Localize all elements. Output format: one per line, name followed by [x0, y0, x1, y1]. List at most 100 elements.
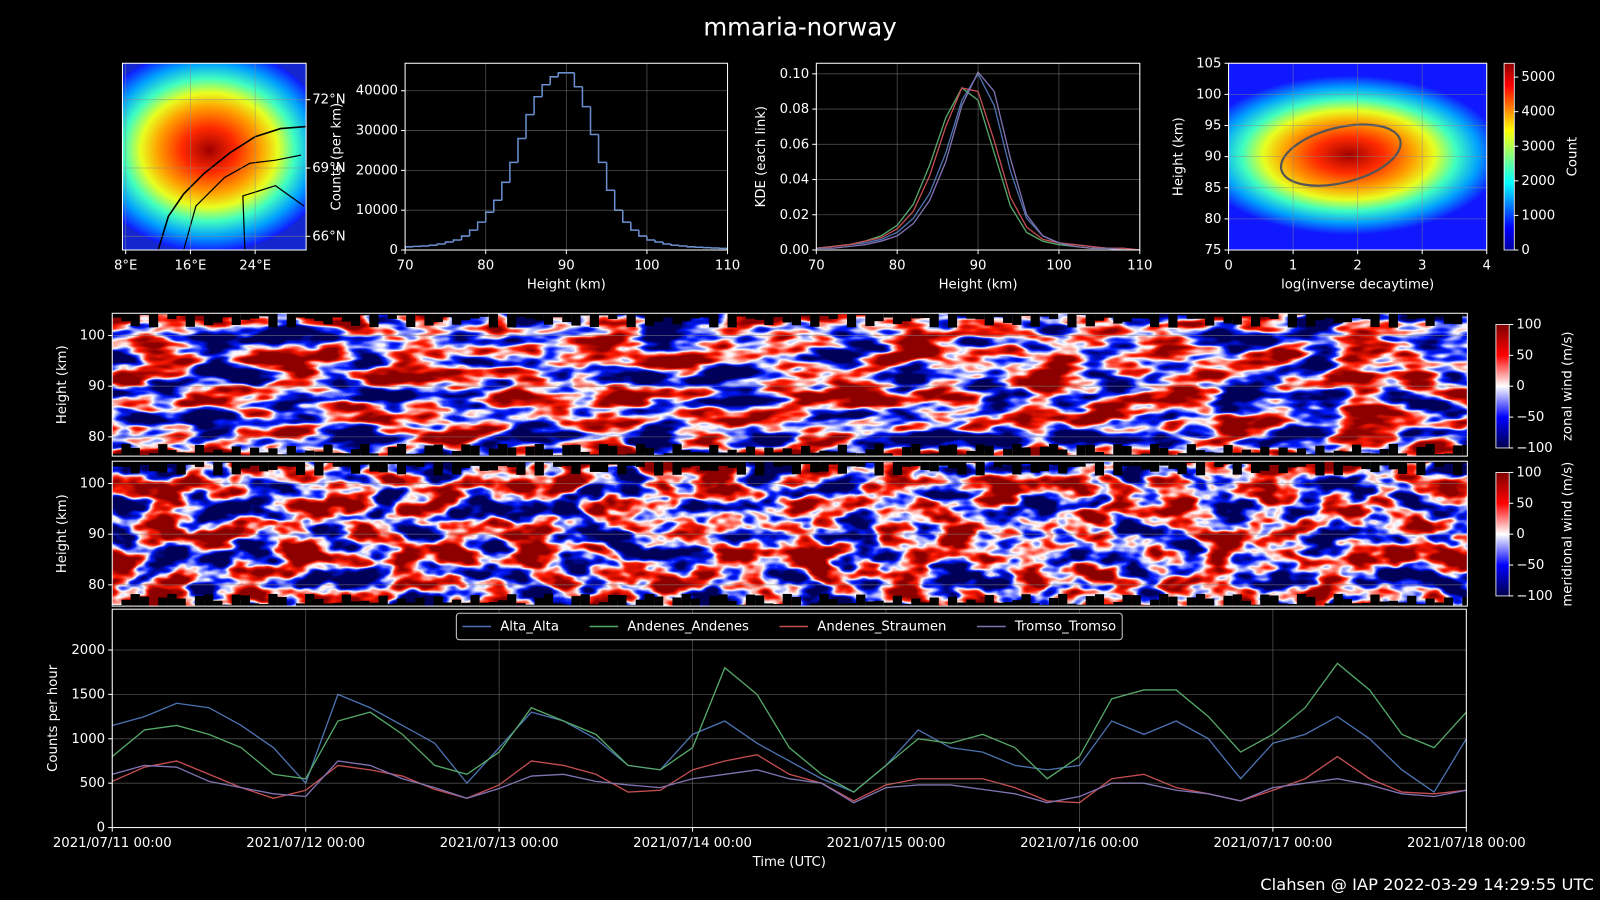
- no-data: [681, 593, 691, 607]
- no-data: [1397, 453, 1408, 457]
- no-data: [314, 451, 324, 457]
- no-data: [1251, 313, 1261, 327]
- x-tick-label: 1: [1289, 258, 1297, 273]
- no-data: [801, 313, 811, 316]
- y-tick-label: 90: [1205, 150, 1222, 165]
- no-data: [1223, 595, 1233, 607]
- no-data: [865, 461, 875, 463]
- no-data: [121, 313, 131, 322]
- no-data: [773, 313, 783, 318]
- no-data: [1003, 313, 1013, 323]
- no-data: [268, 593, 278, 607]
- no-data: [1251, 461, 1261, 474]
- no-data: [1306, 313, 1316, 327]
- no-data: [1168, 596, 1178, 607]
- no-data: [929, 597, 939, 607]
- no-data: [1076, 604, 1086, 607]
- no-data: [231, 461, 241, 475]
- no-data: [1122, 461, 1132, 467]
- no-data: [452, 599, 462, 607]
- no-data: [130, 313, 140, 327]
- no-data: [580, 451, 590, 457]
- no-data: [589, 604, 599, 607]
- no-data: [1186, 313, 1196, 319]
- no-data: [277, 454, 287, 457]
- no-data: [589, 461, 599, 472]
- no-data: [1232, 452, 1242, 457]
- no-data: [194, 461, 205, 467]
- x-tick-label: 4: [1483, 258, 1491, 273]
- no-data: [1352, 603, 1362, 607]
- no-data: [1241, 461, 1252, 464]
- no-data: [387, 313, 397, 319]
- no-data: [773, 461, 783, 467]
- x-axis-label: Height (km): [939, 278, 1018, 293]
- no-data: [1462, 596, 1468, 607]
- y-tick-label: 0.10: [780, 67, 810, 82]
- colorbar: [1503, 62, 1515, 251]
- x-tick-label: 2021/07/16 00:00: [1020, 836, 1139, 851]
- no-data: [176, 313, 186, 316]
- no-data: [1443, 313, 1454, 324]
- no-data: [920, 461, 930, 471]
- no-data: [1021, 447, 1031, 457]
- no-data: [966, 461, 976, 463]
- no-data: [828, 451, 838, 457]
- y-tick-label: 100: [1196, 87, 1221, 102]
- no-data: [562, 461, 572, 466]
- no-data: [1397, 313, 1408, 315]
- no-data: [433, 444, 443, 457]
- no-data: [984, 313, 994, 326]
- no-data: [672, 444, 682, 457]
- no-data: [947, 596, 958, 607]
- no-data: [1058, 461, 1068, 474]
- no-data: [286, 461, 296, 467]
- no-data: [259, 461, 269, 472]
- plot-content: [112, 461, 1468, 607]
- no-data: [975, 461, 985, 476]
- no-data: [902, 461, 912, 467]
- histogram-bin: [493, 199, 502, 213]
- no-data: [222, 313, 232, 318]
- no-data: [801, 445, 811, 457]
- no-data: [470, 445, 480, 457]
- no-data: [406, 602, 416, 607]
- no-data: [1306, 461, 1316, 464]
- no-data: [791, 313, 802, 326]
- y-tick-label: 66°N: [312, 229, 345, 244]
- no-data: [1370, 453, 1380, 457]
- no-data: [231, 446, 241, 457]
- no-data: [1131, 595, 1141, 607]
- no-data: [1150, 443, 1160, 457]
- no-data: [1361, 602, 1371, 607]
- no-data: [497, 600, 508, 607]
- y-tick-label: 20000: [356, 163, 398, 178]
- no-data: [902, 604, 912, 607]
- no-data: [1416, 313, 1426, 319]
- x-tick-label: 2: [1353, 258, 1361, 273]
- no-data: [663, 313, 673, 318]
- y-tick-label: 105: [1196, 56, 1221, 71]
- no-data: [351, 461, 361, 474]
- no-data: [1094, 451, 1105, 457]
- no-data: [543, 461, 554, 463]
- no-data: [470, 595, 480, 607]
- x-axis-label: log(inverse decaytime): [1281, 278, 1434, 293]
- no-data: [791, 461, 802, 475]
- no-data: [663, 461, 673, 463]
- histogram-bin: [476, 221, 486, 231]
- no-data: [194, 595, 205, 607]
- no-data: [1223, 313, 1233, 324]
- no-data: [259, 604, 269, 607]
- no-data: [507, 447, 517, 457]
- no-data: [1397, 602, 1408, 607]
- no-data: [1039, 446, 1049, 457]
- no-data: [892, 461, 903, 475]
- no-data: [626, 453, 636, 457]
- no-data: [1315, 445, 1325, 457]
- no-data: [341, 461, 352, 467]
- no-data: [369, 602, 379, 607]
- no-data: [553, 603, 563, 607]
- no-data: [690, 598, 700, 607]
- no-data: [1352, 461, 1362, 467]
